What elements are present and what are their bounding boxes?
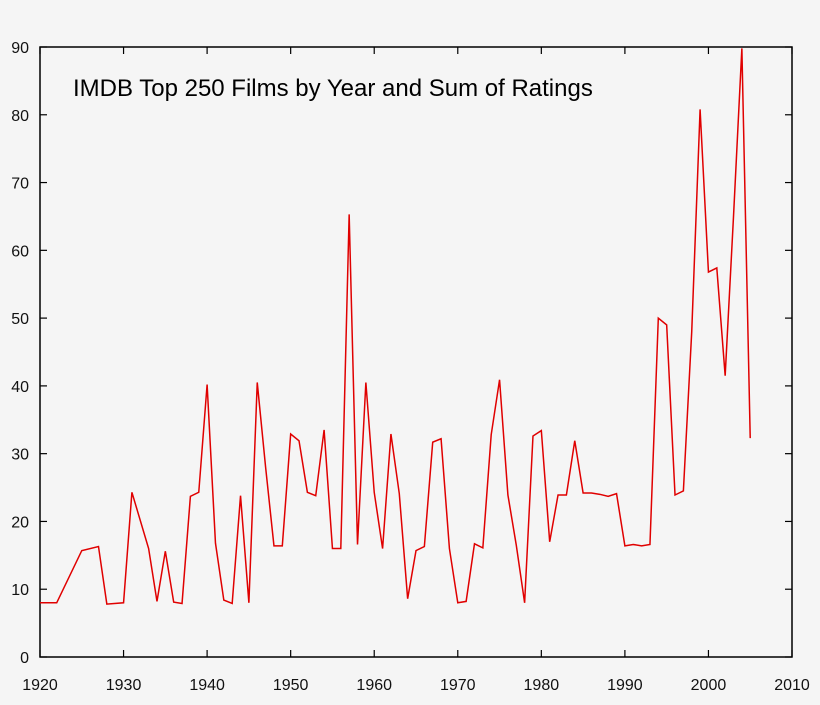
- y-tick-label: 10: [11, 582, 29, 599]
- x-tick-label: 1960: [356, 677, 392, 694]
- y-tick-label: 20: [11, 514, 29, 531]
- plot-frame: [39, 46, 793, 658]
- chart-title: IMDB Top 250 Films by Year and Sum of Ra…: [73, 75, 593, 102]
- x-tick-label: 1950: [273, 677, 309, 694]
- y-tick-label: 30: [11, 447, 29, 464]
- y-tick-label: 80: [11, 108, 29, 125]
- x-tick-label: 1920: [22, 677, 58, 694]
- y-tick-label: 0: [20, 650, 29, 667]
- y-tick-label: 70: [11, 176, 29, 193]
- y-tick-label: 40: [11, 379, 29, 396]
- y-tick-label: 90: [11, 40, 29, 57]
- x-tick-label: 2000: [691, 677, 727, 694]
- series-line: [40, 48, 751, 605]
- axes: 1920 1930 1940 1950 1960 1970 1980 1990 2000 2010…: [11, 40, 810, 694]
- x-tick-label: 1980: [524, 677, 560, 694]
- series-layer: [39, 48, 751, 605]
- x-tick-label: 2010: [774, 677, 810, 694]
- y-tick-label: 60: [11, 243, 29, 260]
- x-tick-label: 1970: [440, 677, 476, 694]
- x-tick-label: 1990: [607, 677, 643, 694]
- y-tick-label: 50: [11, 311, 29, 328]
- x-tick-label: 1940: [189, 677, 225, 694]
- x-tick-label: 1930: [106, 677, 142, 694]
